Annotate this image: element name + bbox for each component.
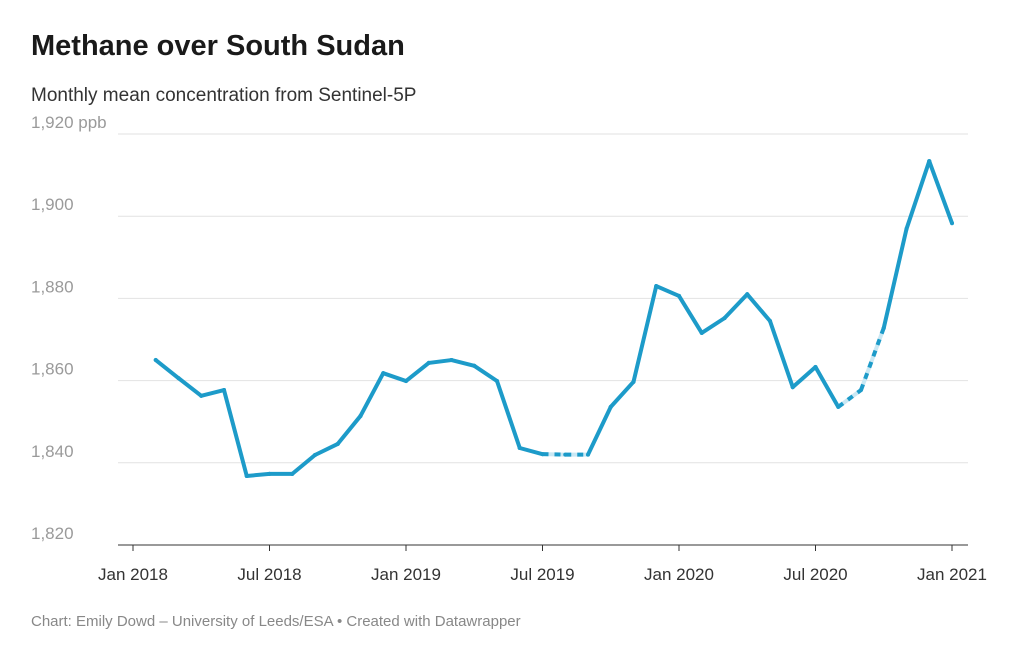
line-segment — [813, 365, 841, 409]
line-segment — [335, 413, 363, 446]
data-point — [404, 379, 408, 384]
data-point — [495, 379, 499, 384]
y-tick-label: 1,920 ppb — [31, 113, 107, 132]
x-tick-label: Jul 2019 — [510, 565, 574, 584]
chart-title: Methane over South Sudan — [31, 30, 405, 62]
data-point — [677, 293, 681, 298]
line-segment — [313, 441, 340, 457]
data-point — [950, 221, 954, 226]
data-point — [790, 385, 795, 390]
y-tick-label: 1,840 — [31, 442, 74, 461]
line-segment — [358, 371, 386, 418]
line-segment — [244, 471, 272, 478]
line-segment — [517, 446, 545, 457]
line-segment — [608, 379, 636, 409]
chart-subtitle: Monthly mean concentration from Sentinel… — [31, 85, 417, 106]
data-point — [222, 388, 226, 393]
data-point — [745, 292, 750, 297]
data-point — [608, 404, 613, 409]
data-point — [449, 358, 454, 363]
line-segment — [426, 358, 454, 365]
line-segment — [495, 379, 522, 451]
y-tick-label: 1,860 — [31, 360, 74, 379]
line-segment-gap — [859, 327, 886, 391]
data-point — [654, 284, 659, 289]
x-tick-label: Jan 2020 — [644, 565, 714, 584]
data-point — [859, 388, 863, 393]
data-point — [244, 473, 249, 478]
line-segment — [927, 159, 954, 226]
data-point — [631, 379, 636, 384]
data-point — [927, 159, 932, 164]
data-point — [426, 360, 431, 365]
line-segment — [449, 358, 477, 368]
data-point — [768, 319, 772, 324]
x-tick-label: Jan 2021 — [917, 565, 987, 584]
line-segment-dashed — [837, 388, 863, 409]
line-segment — [881, 226, 909, 330]
line-segment — [790, 365, 818, 390]
y-tick-label: 1,820 — [31, 524, 74, 543]
line-segment — [290, 452, 317, 476]
line-segment — [153, 358, 181, 381]
line-segment — [654, 284, 681, 298]
data-point — [563, 452, 568, 457]
data-point — [313, 452, 317, 457]
line-segment — [677, 293, 704, 335]
data-point — [358, 413, 363, 418]
x-tick-label: Jul 2018 — [237, 565, 301, 584]
data-point — [199, 393, 204, 398]
data-point — [267, 471, 272, 476]
line-segment — [745, 292, 772, 324]
chart-footer: Chart: Emily Dowd – University of Leeds/… — [31, 613, 521, 630]
x-tick-label: Jul 2020 — [783, 565, 847, 584]
data-point — [813, 365, 818, 370]
data-point — [381, 371, 386, 376]
line-segment — [472, 363, 499, 384]
line-segment — [768, 319, 795, 390]
y-tick-label: 1,900 — [31, 195, 74, 214]
line-segment — [722, 292, 750, 321]
line-segment — [381, 371, 408, 384]
line-segment — [631, 284, 659, 384]
line-segment — [699, 316, 727, 335]
data-point — [153, 358, 158, 363]
data-point — [176, 376, 181, 381]
y-tick-label: 1,880 — [31, 277, 74, 296]
data-point — [722, 316, 727, 321]
line-segment — [904, 159, 932, 231]
data-point — [290, 471, 295, 476]
line-segment — [199, 388, 226, 398]
data-point — [699, 330, 704, 335]
data-point — [836, 404, 841, 409]
x-tick-label: Jan 2019 — [371, 565, 441, 584]
line-segment — [404, 360, 431, 384]
line-segment — [176, 376, 204, 398]
data-point — [472, 363, 477, 368]
data-point — [517, 446, 522, 451]
line-segment — [222, 388, 249, 478]
data-point — [586, 452, 590, 457]
data-point — [540, 452, 545, 457]
line-segment — [586, 404, 613, 457]
data-point — [335, 441, 340, 446]
data-point — [881, 325, 886, 330]
data-point — [904, 226, 909, 231]
x-tick-label: Jan 2018 — [98, 565, 168, 584]
